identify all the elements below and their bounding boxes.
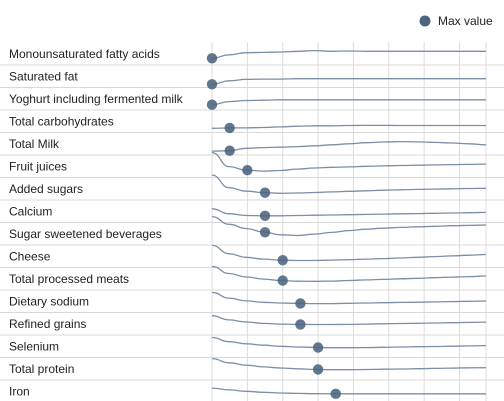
row-label: Monounsaturated fatty acids bbox=[9, 47, 160, 61]
max-value-marker bbox=[242, 164, 253, 176]
max-value-marker bbox=[259, 210, 271, 221]
row-label: Iron bbox=[9, 385, 30, 399]
max-value-marker bbox=[312, 364, 324, 375]
row-8: Sugar sweetened beverages bbox=[0, 215, 504, 246]
max-value-marker bbox=[259, 187, 271, 198]
row-curve bbox=[211, 244, 487, 262]
row-curve bbox=[211, 140, 487, 152]
row-5: Fruit juices bbox=[0, 151, 504, 178]
row-2: Yoghurt including fermented milk bbox=[0, 92, 504, 111]
max-value-marker bbox=[330, 388, 341, 400]
row-1: Saturated fat bbox=[0, 70, 504, 90]
row-7: Calcium bbox=[0, 205, 504, 223]
row-curve bbox=[211, 387, 486, 395]
row-curve bbox=[211, 124, 486, 129]
chart-rows: Monounsaturated fatty acids Saturated fat… bbox=[0, 47, 504, 400]
max-value-marker bbox=[224, 122, 235, 134]
row-curve bbox=[211, 215, 487, 237]
row-curve bbox=[211, 49, 486, 59]
row-15: Iron bbox=[9, 385, 486, 400]
row-9: Cheese bbox=[0, 244, 504, 268]
row-label: Cheese bbox=[9, 250, 51, 264]
row-6: Added sugars bbox=[0, 174, 504, 201]
row-10: Total processed meats bbox=[0, 265, 504, 291]
row-label: Selenium bbox=[9, 340, 59, 354]
row-curve bbox=[211, 265, 487, 282]
max-value-marker bbox=[277, 254, 288, 266]
row-11: Dietary sodium bbox=[0, 291, 504, 313]
legend: Max value bbox=[419, 14, 493, 28]
max-value-marker bbox=[312, 342, 324, 353]
row-12: Refined grains bbox=[0, 315, 504, 336]
row-curve bbox=[211, 174, 487, 194]
row-label: Dietary sodium bbox=[9, 295, 89, 309]
max-value-marker bbox=[277, 275, 288, 286]
row-curve bbox=[211, 208, 487, 217]
row-label: Total processed meats bbox=[9, 272, 129, 286]
row-curve bbox=[211, 151, 487, 172]
legend-label: Max value bbox=[438, 14, 493, 28]
row-0: Monounsaturated fatty acids bbox=[0, 47, 504, 66]
row-3: Total carbohydrates bbox=[0, 115, 504, 134]
row-14: Total protein bbox=[0, 357, 504, 381]
max-value-marker bbox=[206, 99, 218, 110]
row-4: Total Milk bbox=[0, 137, 504, 156]
row-curve bbox=[211, 315, 487, 326]
max-value-marker bbox=[206, 79, 218, 90]
max-value-marker bbox=[206, 53, 218, 64]
legend-marker bbox=[419, 15, 431, 27]
max-value-marker bbox=[295, 298, 306, 309]
row-curve bbox=[211, 357, 487, 371]
row-curve bbox=[211, 78, 486, 85]
row-13: Selenium bbox=[0, 336, 504, 358]
row-curve bbox=[211, 99, 486, 106]
max-value-marker bbox=[259, 227, 271, 238]
row-label: Refined grains bbox=[9, 317, 86, 331]
row-curve bbox=[211, 291, 487, 305]
row-label: Calcium bbox=[9, 205, 52, 219]
max-value-marker bbox=[224, 145, 235, 156]
row-label: Total protein bbox=[9, 362, 74, 376]
row-label: Added sugars bbox=[9, 182, 83, 196]
row-label: Fruit juices bbox=[9, 160, 67, 174]
row-label: Total Milk bbox=[9, 137, 60, 151]
row-label: Total carbohydrates bbox=[9, 115, 114, 129]
row-label: Sugar sweetened beverages bbox=[9, 227, 162, 241]
row-label: Yoghurt including fermented milk bbox=[9, 92, 184, 106]
max-value-marker bbox=[295, 319, 306, 330]
row-curve bbox=[211, 336, 487, 349]
row-label: Saturated fat bbox=[9, 70, 78, 84]
